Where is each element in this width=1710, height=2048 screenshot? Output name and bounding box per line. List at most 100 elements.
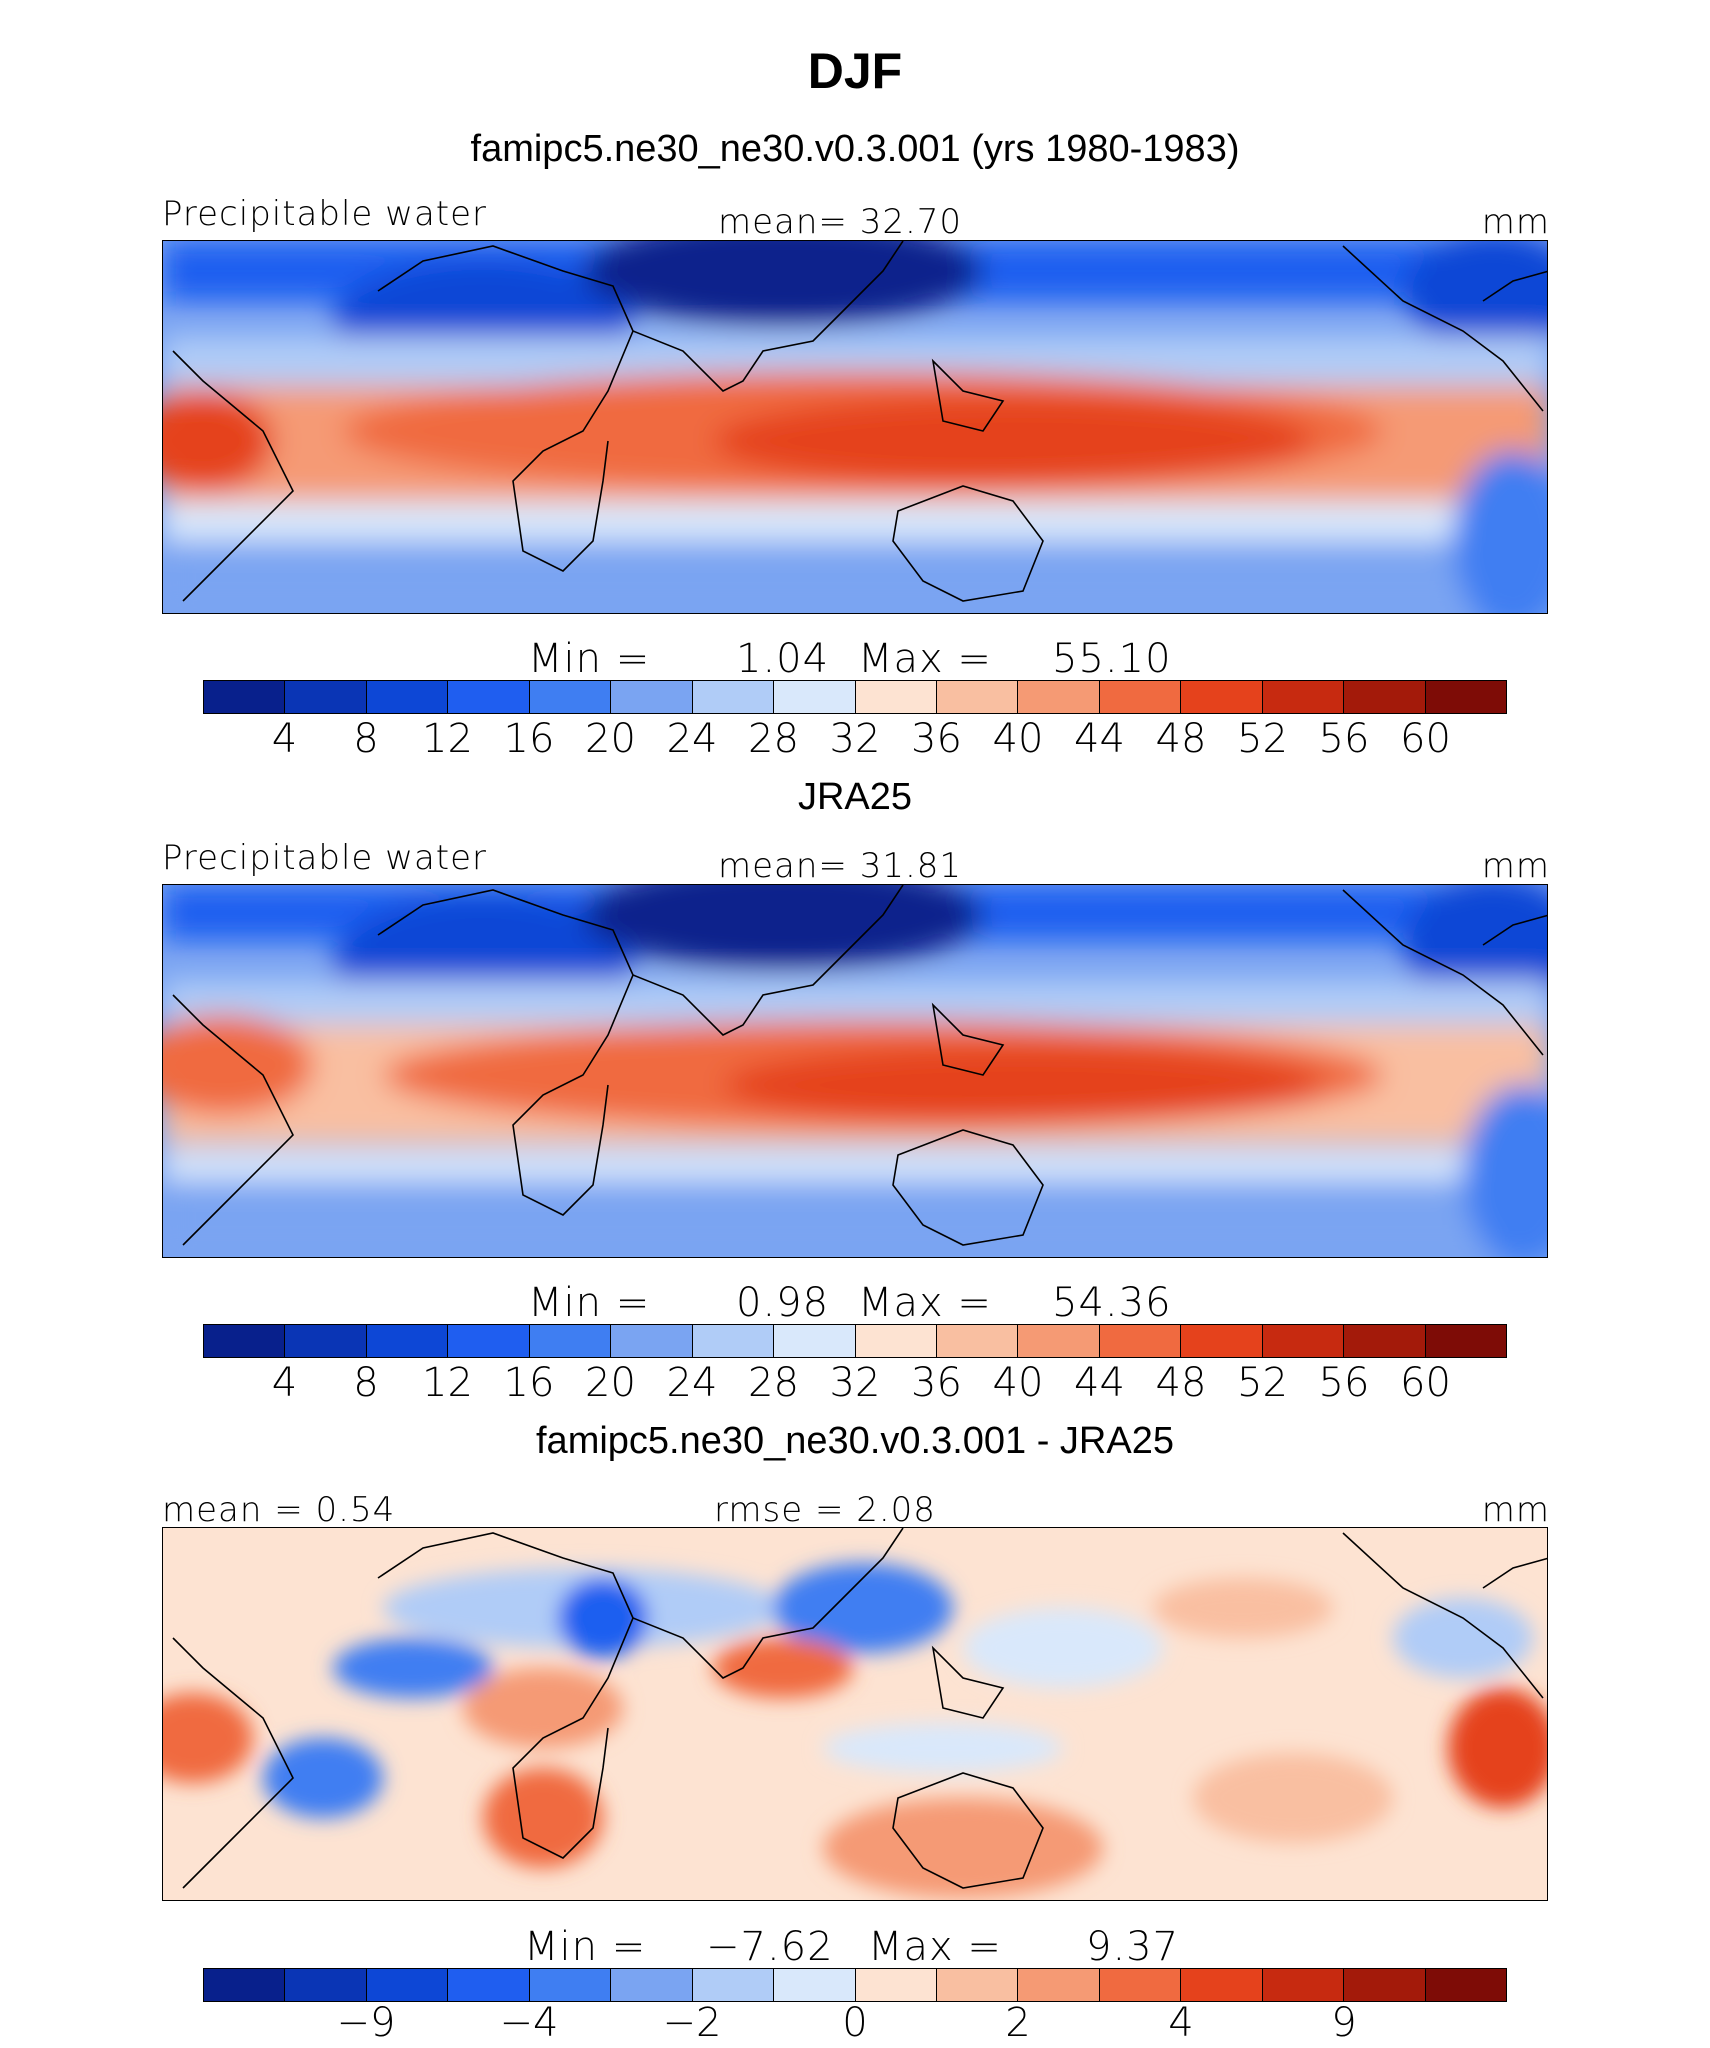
colorbar-swatch [1099,1325,1182,1357]
colorbar-swatch [774,1969,856,2001]
colorbar-swatch [1099,681,1182,713]
colorbar-swatch [1344,681,1426,713]
colorbar-swatch [529,681,612,713]
colorbar-swatch [1099,1969,1182,2001]
panel3-mean-label: mean = 0.54 [162,1490,396,1530]
colorbar-swatch [692,1969,775,2001]
colorbar-swatch [1262,681,1345,713]
colorbar-swatch [1425,681,1506,713]
colorbar-swatch [366,1325,449,1357]
panel2-max-label: Max = [858,1280,992,1326]
colorbar-swatch [1018,1969,1100,2001]
colorbar-swatch [1181,681,1263,713]
colorbar-swatch [611,681,693,713]
colorbar-swatch [529,1325,612,1357]
colorbar-swatch [1018,1325,1100,1357]
panel1-max-value: 55.10 [1052,636,1172,682]
colorbar-tick-label: 56 [1318,716,1370,762]
figure-title: DJF [807,43,903,99]
colorbar-swatch [1344,1969,1426,2001]
colorbar-swatch [366,681,449,713]
colorbar-tick-label: 40 [992,716,1044,762]
colorbar-swatch [1344,1325,1426,1357]
panel2-min-value: 0.98 [736,1280,830,1326]
panel2-colorbar [203,1324,1507,1358]
colorbar-swatch [285,1969,367,2001]
panel1-colorbar [203,680,1507,714]
colorbar-tick-label: −4 [499,2000,559,2046]
colorbar-swatch [855,681,937,713]
colorbar-swatch [366,1969,449,2001]
colorbar-swatch [1425,1325,1506,1357]
colorbar-swatch [1425,1969,1506,2001]
panel2-min-label: Min = [528,1280,651,1326]
colorbar-tick-label: 32 [829,716,881,762]
coastline-icon [172,885,1547,1246]
panel3-rmse-label: rmse = 2.08 [714,1490,936,1530]
panel1-title: famipc5.ne30_ne30.v0.3.001 (yrs 1980-198… [470,128,1240,170]
panel2-max-value: 54.36 [1052,1280,1172,1326]
colorbar-tick-label: 20 [585,716,636,762]
panel2-variable-label: Precipitable water [162,838,488,878]
panel1-units-label: mm [1481,202,1550,242]
panel2-colorbar-ticks: 4 8 12 16 20 24 28 32 36 40 44 48 52 56 60 [203,1360,1507,1406]
colorbar-tick-label: −2 [662,2000,722,2046]
coastline-icon [172,241,1547,602]
colorbar-swatch [774,1325,856,1357]
colorbar-tick-label: 48 [1155,1360,1207,1406]
panel3-min-value: −7.62 [706,1924,834,1970]
colorbar-tick-label: 4 [1168,2000,1194,2046]
colorbar-swatch [1181,1325,1263,1357]
colorbar-tick-label: 16 [503,716,555,762]
panel3-units-label: mm [1481,1490,1550,1530]
panel3-map [162,1527,1548,1901]
panel2-units-label: mm [1481,846,1550,886]
colorbar-tick-label: 8 [353,1360,379,1406]
panel1-min-label: Min = [528,636,651,682]
colorbar-tick-label: 4 [271,716,298,762]
colorbar-swatch [855,1969,937,2001]
colorbar-swatch [204,681,286,713]
colorbar-swatch [1181,1969,1263,2001]
colorbar-tick-label: −9 [336,2000,396,2046]
panel1-colorbar-ticks: 4 8 12 16 20 24 28 32 36 40 44 48 52 56 60 [203,716,1507,762]
colorbar-tick-label: 36 [911,1360,962,1406]
colorbar-tick-label: 52 [1237,716,1288,762]
colorbar-swatch [285,681,367,713]
colorbar-tick-label: 2 [1005,2000,1031,2046]
panel3-title: famipc5.ne30_ne30.v0.3.001 - JRA25 [536,1420,1174,1462]
panel1-contour-field [163,241,1547,613]
panel3-contour-field [163,1528,1547,1900]
colorbar-swatch [692,681,775,713]
panel2-title: JRA25 [797,776,913,818]
colorbar-swatch [936,1325,1019,1357]
colorbar-tick-label: 9 [1331,2000,1357,2046]
panel1-mean-label: mean= 32.70 [718,202,963,242]
colorbar-tick-label: 36 [911,716,962,762]
colorbar-tick-label: 16 [503,1360,555,1406]
colorbar-tick-label: 24 [666,1360,718,1406]
colorbar-swatch [611,1969,693,2001]
colorbar-swatch [692,1325,775,1357]
panel3-colorbar [203,1968,1507,2002]
panel3-min-label: Min = [524,1924,647,1970]
panel1-variable-label: Precipitable water [162,194,488,234]
colorbar-tick-label: 60 [1400,716,1451,762]
colorbar-tick-label: 44 [1074,1360,1125,1406]
panel3-colorbar-ticks: −9 −4 −2 0 2 4 9 [203,2000,1507,2046]
panel1-max-label: Max = [858,636,992,682]
colorbar-swatch [448,681,530,713]
colorbar-swatch [936,1969,1019,2001]
colorbar-swatch [1018,681,1100,713]
colorbar-swatch [936,681,1019,713]
colorbar-swatch [774,681,856,713]
panel2-contour-field [163,885,1547,1257]
colorbar-tick-label: 32 [829,1360,881,1406]
panel2-map [162,884,1548,1258]
panel3-max-value: 9.37 [1086,1924,1180,1970]
panel1-min-value: 1.04 [736,636,830,682]
colorbar-swatch [285,1325,367,1357]
colorbar-swatch [855,1325,937,1357]
colorbar-tick-label: 12 [422,1360,473,1406]
colorbar-tick-label: 40 [992,1360,1044,1406]
